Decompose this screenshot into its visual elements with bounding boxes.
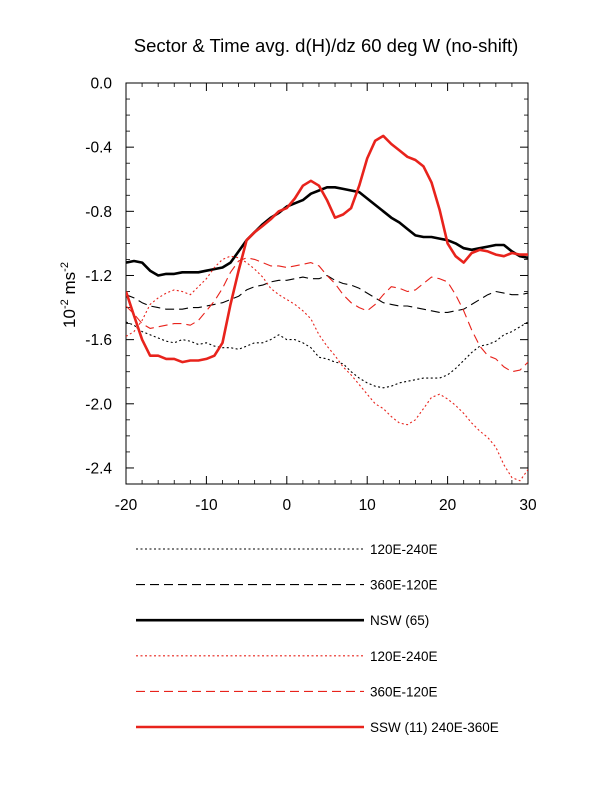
y-tick-label: 0.0 <box>90 76 112 93</box>
y-tick-label: -2.4 <box>85 460 112 477</box>
y-axis-label: 10-2 ms-2 <box>59 262 79 328</box>
series-line-0 <box>126 321 528 389</box>
legend-label: 360E-120E <box>370 578 438 593</box>
plot-frame <box>125 82 529 485</box>
y-tick-label: -1.2 <box>85 268 112 285</box>
legend-label: NSW (65) <box>370 613 429 628</box>
legend-label: 120E-240E <box>370 649 438 664</box>
y-tick-label: -1.6 <box>85 332 112 349</box>
y-tick-label: -0.8 <box>85 204 112 221</box>
series-lines <box>126 134 528 482</box>
series-line-2 <box>126 186 528 277</box>
x-tick-label: 30 <box>519 497 537 514</box>
y-tick-label: -0.4 <box>85 140 112 157</box>
series-line-5 <box>126 134 528 364</box>
axis-ticks: -20 -10 0 10 20 30 0.0 -0.4 -0.8 -1.2 -1.6 -2.0 -2.4 <box>85 76 537 515</box>
x-tick-label: 20 <box>439 497 457 514</box>
x-tick-label: 10 <box>359 497 377 514</box>
chart-title: Sector & Time avg. d(H)/dz 60 deg W (no-… <box>134 35 519 56</box>
plot-area <box>125 82 529 485</box>
x-tick-label: 0 <box>282 497 291 514</box>
x-tick-label: -20 <box>115 497 138 514</box>
x-tick-label: -10 <box>195 497 218 514</box>
legend-label: SSW (11) 240E-360E <box>370 720 499 735</box>
y-tick-label: -2.0 <box>85 396 112 413</box>
legend: 120E-240E 360E-120E NSW (65) 120E-240E 360E-… <box>136 542 499 735</box>
legend-label: 120E-240E <box>370 542 438 557</box>
series-line-1 <box>126 274 528 313</box>
legend-label: 360E-120E <box>370 684 438 699</box>
series-line-4 <box>126 257 528 373</box>
series-line-3 <box>126 255 528 482</box>
